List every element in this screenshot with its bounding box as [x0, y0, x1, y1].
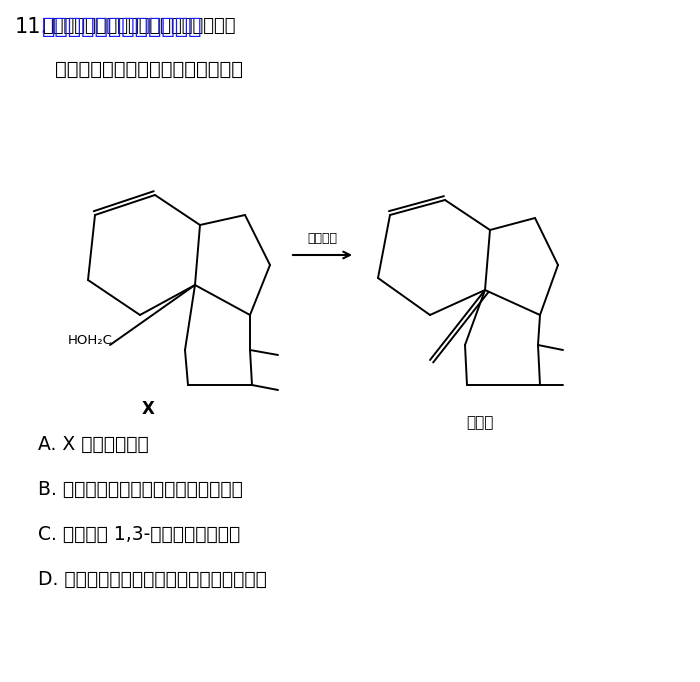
Text: D. 石竹烯含苯环的同分异构体能与溨水反应: D. 石竹烯含苯环的同分异构体能与溨水反应 — [38, 570, 267, 589]
Text: C. 石竹烯与 1,3-丁二烯互为同系物: C. 石竹烯与 1,3-丁二烯互为同系物 — [38, 525, 240, 544]
Text: 石竹烯: 石竹烯 — [466, 415, 494, 430]
Text: A. X 属于不饱和烃: A. X 属于不饱和烃 — [38, 435, 148, 454]
Text: X: X — [141, 400, 155, 418]
Text: 橡倍因含石竹烯芙芳甸溢，都据答案经如: 橡倍因含石竹烯芙芳甸溢，都据答案经如 — [42, 17, 235, 35]
Text: 一定条件: 一定条件 — [307, 232, 337, 245]
Text: 图所示转化制得。下列说法正确的是: 图所示转化制得。下列说法正确的是 — [55, 60, 243, 79]
Text: 微信公众号关注：趣找答案: 微信公众号关注：趣找答案 — [42, 17, 202, 37]
Text: HOH₂C: HOH₂C — [68, 333, 113, 346]
Text: 11.: 11. — [15, 17, 48, 37]
Text: B. 二者均能发生氧化、取代、加聚反应: B. 二者均能发生氧化、取代、加聚反应 — [38, 480, 243, 499]
